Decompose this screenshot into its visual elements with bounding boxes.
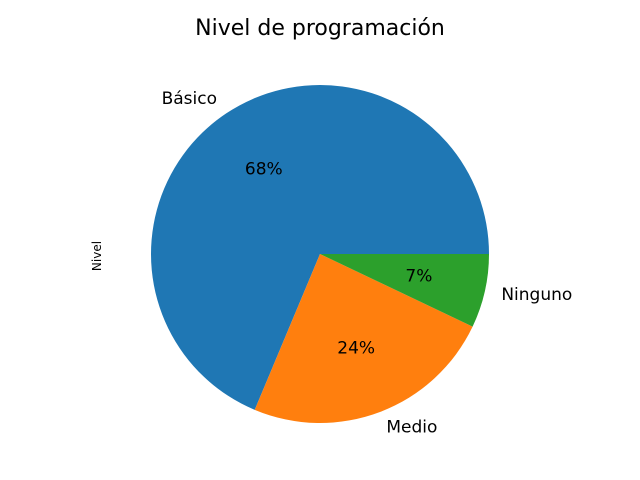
slice-label: Medio [386, 418, 437, 438]
slice-label: Ninguno [501, 285, 572, 305]
pie-labels: Básico 68% Medio 24% Ninguno 7% [162, 89, 573, 437]
pie-slice-b-sico [151, 84, 490, 410]
slice-percent-label: 7% [405, 266, 432, 286]
y-axis-label: Nivel [90, 241, 104, 271]
pie-slices [151, 84, 490, 423]
slice-percent-label: 24% [337, 339, 375, 359]
pie-slice-medio [254, 254, 473, 423]
slice-label: Básico [162, 89, 217, 109]
slice-percent-label: 68% [245, 160, 283, 180]
chart-title: Nivel de programación [195, 16, 445, 41]
pie-slice-ninguno [320, 254, 489, 327]
